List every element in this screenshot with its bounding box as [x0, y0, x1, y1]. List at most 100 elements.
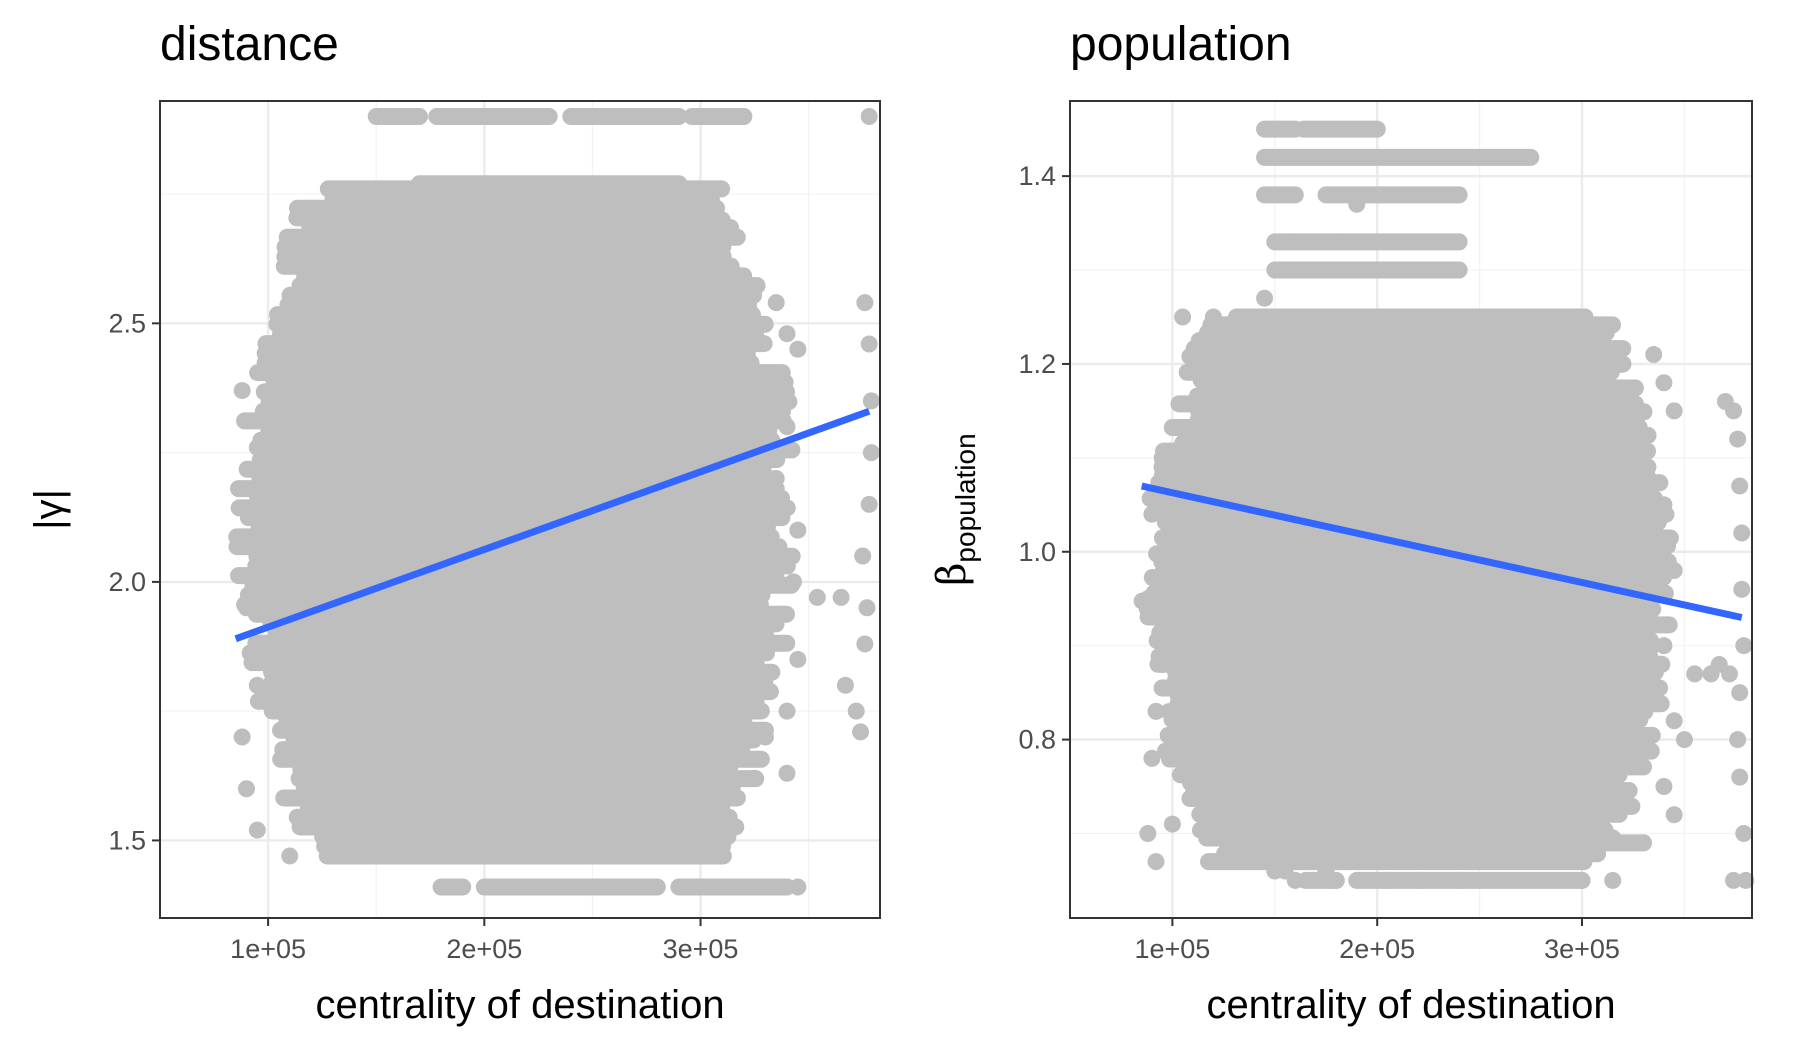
- data-point: [670, 206, 688, 224]
- data-point: [583, 469, 601, 487]
- data-point: [1604, 871, 1622, 889]
- data-point: [1143, 505, 1161, 523]
- data-point: [1348, 195, 1366, 213]
- data-point: [856, 294, 874, 312]
- data-point: [778, 764, 796, 782]
- x-tick-label: 1e+05: [1134, 934, 1210, 964]
- data-point: [1655, 374, 1673, 392]
- distance-points: [228, 108, 880, 896]
- data-point: [1204, 449, 1222, 467]
- point-band: [670, 878, 796, 896]
- data-point: [248, 532, 266, 550]
- data-point: [767, 294, 785, 312]
- point-band: [562, 108, 688, 126]
- data-point: [1720, 665, 1738, 683]
- point-band: [1294, 120, 1386, 138]
- data-point: [302, 625, 320, 643]
- point-band: [1256, 148, 1540, 166]
- distance-x-axis-label: centrality of destination: [315, 983, 724, 1027]
- y-tick-label: 1.5: [108, 825, 146, 855]
- point-band: [432, 878, 472, 896]
- y-tick-label: 1.0: [1018, 537, 1056, 567]
- x-tick-label: 1e+05: [230, 934, 306, 964]
- data-point: [1153, 449, 1171, 467]
- data-point: [862, 392, 880, 410]
- data-point: [735, 299, 753, 317]
- x-tick-label: 2e+05: [1339, 934, 1415, 964]
- point-cluster-row: [1227, 308, 1594, 326]
- data-point: [421, 180, 439, 198]
- data-point: [852, 723, 870, 741]
- y-tick-label: 1.4: [1018, 161, 1056, 191]
- data-point: [1675, 731, 1693, 749]
- data-point: [324, 831, 342, 849]
- data-point: [1614, 355, 1632, 373]
- data-point: [475, 573, 493, 591]
- data-point: [836, 676, 854, 694]
- data-point: [233, 382, 251, 400]
- data-point: [1634, 834, 1652, 852]
- point-band: [1266, 261, 1468, 279]
- data-point: [367, 806, 385, 824]
- data-point: [1665, 806, 1683, 824]
- data-point: [1409, 871, 1427, 889]
- data-point: [1665, 712, 1683, 730]
- data-point: [785, 573, 803, 591]
- data-point: [540, 702, 558, 720]
- data-point: [789, 650, 807, 668]
- data-point: [1471, 449, 1489, 467]
- point-band: [1256, 186, 1304, 204]
- data-point: [1389, 355, 1407, 373]
- data-point: [713, 547, 731, 565]
- data-point: [1655, 496, 1673, 514]
- data-point: [285, 397, 303, 415]
- x-tick-label: 3e+05: [1544, 934, 1620, 964]
- data-point: [648, 599, 666, 617]
- population-y-axis-label-subscript: population: [950, 433, 981, 562]
- population-y-ticks: 0.8 1.0 1.2 1.4: [1018, 161, 1070, 755]
- data-point: [1163, 815, 1181, 833]
- point-band: [475, 878, 666, 896]
- data-point: [1491, 749, 1509, 767]
- point-band: [428, 108, 558, 126]
- data-point: [1593, 590, 1611, 608]
- y-tick-label: 2.5: [108, 308, 146, 338]
- data-point: [1368, 543, 1386, 561]
- data-point: [1327, 233, 1345, 251]
- data-point: [1737, 871, 1755, 889]
- data-point: [789, 878, 807, 896]
- data-point: [789, 521, 807, 539]
- data-point: [346, 702, 364, 720]
- data-point: [1573, 871, 1591, 889]
- point-band: [421, 247, 688, 265]
- data-point: [1665, 402, 1683, 420]
- data-point: [1655, 778, 1673, 796]
- distance-y-ticks: 1.5 2.0 2.5: [108, 308, 160, 855]
- data-point: [746, 769, 764, 787]
- data-point: [1655, 637, 1673, 655]
- point-band: [1256, 120, 1304, 138]
- population-trend-line: [1140, 482, 1743, 621]
- data-point: [1147, 853, 1165, 871]
- data-point: [862, 444, 880, 462]
- data-point: [1317, 862, 1335, 880]
- point-band: [1348, 871, 1591, 889]
- population-panel: 1e+05 2e+05 3e+05 0.81.01.21.4 population …: [929, 18, 1755, 1027]
- data-point: [1430, 684, 1448, 702]
- point-band: [367, 108, 428, 126]
- data-point: [1735, 637, 1753, 655]
- data-point: [692, 878, 710, 896]
- data-point: [847, 702, 865, 720]
- data-point: [648, 190, 666, 208]
- data-point: [1731, 684, 1749, 702]
- data-point: [746, 397, 764, 415]
- data-point: [854, 547, 872, 565]
- distance-trend-line: [234, 407, 871, 643]
- y-tick-label: 2.0: [108, 567, 146, 597]
- data-point: [856, 635, 874, 653]
- data-point: [756, 625, 774, 643]
- point-band: [508, 837, 645, 855]
- data-point: [1174, 308, 1192, 326]
- data-point: [767, 469, 785, 487]
- data-point: [702, 190, 720, 208]
